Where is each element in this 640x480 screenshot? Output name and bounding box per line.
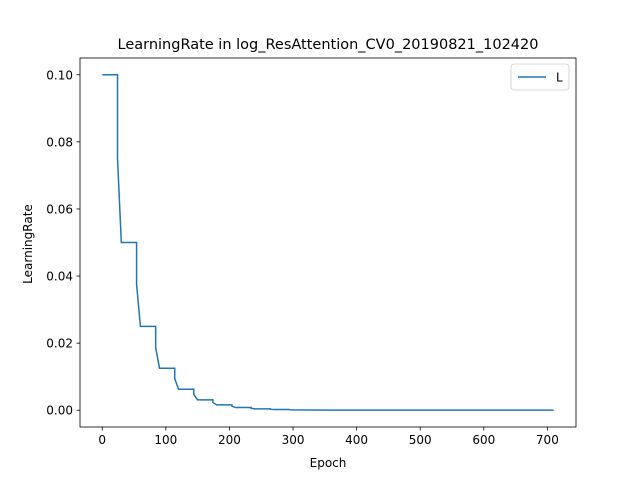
x-tick-label: 100 <box>154 433 177 447</box>
plot-frame <box>79 57 577 428</box>
chart-title: LearningRate in log_ResAttention_CV0_201… <box>118 37 539 53</box>
y-tick-label: 0.10 <box>46 68 73 82</box>
y-tick-label: 0.06 <box>46 202 73 216</box>
y-tick-label: 0.08 <box>46 135 73 149</box>
x-tick-label: 700 <box>536 433 559 447</box>
y-tick-label: 0.00 <box>46 404 73 418</box>
legend-label: L <box>556 71 563 85</box>
y-tick-label: 0.04 <box>46 270 73 284</box>
y-axis-label: LearningRate <box>21 204 35 284</box>
x-tick-label: 0 <box>98 433 106 447</box>
series-line-L <box>102 74 554 411</box>
plot-area: 0 100 200 300 400 500 600 700 0.00 0.02 0.04 0.06 0.… <box>46 57 577 447</box>
x-tick-label: 300 <box>282 433 305 447</box>
x-tick-label: 500 <box>409 433 432 447</box>
x-tick-label: 600 <box>472 433 495 447</box>
x-axis-label: Epoch <box>310 456 347 470</box>
x-tick-label: 400 <box>345 433 368 447</box>
x-tick-label: 200 <box>218 433 241 447</box>
y-tick-label: 0.02 <box>46 337 73 351</box>
